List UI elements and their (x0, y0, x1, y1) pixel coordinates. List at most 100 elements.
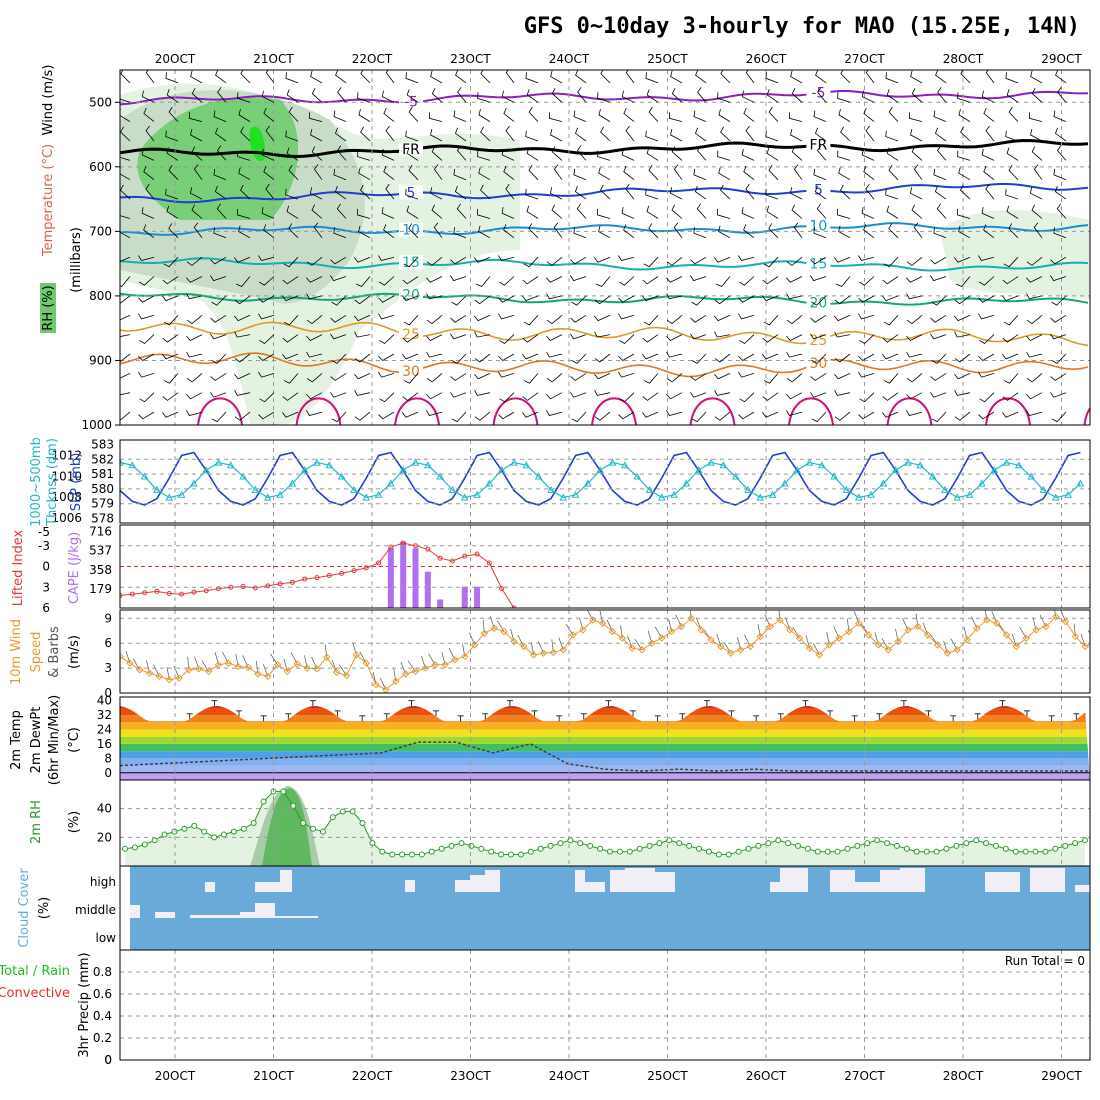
wind-barb (765, 72, 779, 84)
wind-barb (575, 127, 587, 142)
wind-barb (401, 411, 419, 418)
wind-barb (789, 187, 803, 200)
wind-barb (477, 208, 491, 219)
wind-barb (162, 334, 179, 343)
wind-barb (234, 373, 251, 380)
wind-barb (306, 410, 323, 416)
wind-speed-marker (165, 676, 173, 684)
wind-barb (762, 392, 779, 401)
wind-barb (858, 313, 875, 320)
wind-speed-marker (746, 642, 755, 651)
li-marker (216, 586, 221, 592)
li-marker (499, 586, 505, 592)
wind-barb (598, 109, 611, 122)
wind-barb (551, 204, 563, 219)
wind-barb (139, 334, 155, 345)
thickness-marker (374, 490, 383, 498)
wind-barb (741, 90, 755, 103)
wind-barb (139, 392, 155, 403)
wind-barb (526, 205, 539, 219)
wind-barb (885, 72, 899, 84)
wind-barb (379, 334, 395, 345)
rh-marker (191, 822, 198, 829)
wind-barb (282, 392, 299, 401)
cape-bar (387, 548, 394, 608)
y-tick-label: 500 (89, 95, 112, 109)
wind-barb (210, 333, 227, 340)
thickness-marker (337, 472, 346, 480)
rh-marker (300, 820, 307, 826)
thickness-marker (288, 479, 297, 487)
wind-barb (310, 129, 323, 142)
wind-barb (551, 146, 563, 161)
wind-barb (673, 222, 683, 239)
wind-barb (190, 70, 203, 84)
y-axis-label: RH (%) (41, 285, 56, 330)
wind-barb (454, 185, 467, 200)
wind-barb (259, 334, 275, 345)
wind-barb (766, 89, 779, 103)
rh-marker (686, 842, 693, 849)
wind-barb (213, 168, 227, 181)
rh-marker (280, 788, 287, 795)
wind-speed-marker (175, 674, 183, 682)
wind-barb (431, 204, 443, 219)
wind-barb (406, 147, 419, 161)
cloud-gap-high (485, 870, 500, 892)
wind-barb (691, 411, 707, 423)
wind-barb (978, 313, 995, 320)
wind-barb (549, 187, 563, 200)
y-tick-label: 1000 (81, 418, 112, 432)
wind-barb (378, 411, 395, 420)
wind-speed-marker (697, 626, 705, 634)
wind-barb (360, 184, 371, 200)
wind-barb (858, 295, 875, 303)
wind-barb (738, 313, 755, 320)
horizontal-grid (120, 808, 1090, 838)
wind-barb (1026, 314, 1043, 325)
wind-barb (569, 392, 587, 398)
wind-barb (696, 203, 707, 219)
rh-marker (171, 828, 178, 835)
wind-speed-marker (441, 661, 449, 669)
thickness-marker (904, 458, 912, 466)
thickness-marker (251, 485, 260, 493)
li-marker (462, 553, 468, 559)
wind-barb (882, 276, 899, 285)
wind-barb (863, 166, 875, 181)
y-tick-label: 0.2 (93, 1031, 112, 1045)
wind-barb (810, 256, 827, 265)
wind-barb (573, 168, 587, 181)
cloud-gap-high (655, 872, 675, 892)
cloud-gap-high (575, 870, 585, 892)
wind-barb (476, 276, 491, 287)
wind-barb (673, 164, 683, 180)
wind-barb (931, 353, 947, 364)
wind-barb (791, 88, 803, 103)
precip-label-rain: Total / Rain (0, 964, 70, 979)
wind-barb (1008, 106, 1019, 122)
y-tick-label: 0 (104, 766, 112, 780)
wind-barb (168, 164, 179, 180)
wind-barb (525, 72, 539, 84)
wind-barb (237, 208, 251, 219)
wind-barb (474, 331, 491, 338)
wind-barb (379, 392, 395, 403)
wind-barb (739, 392, 755, 403)
wind-barb (646, 205, 659, 219)
wind-barb (141, 90, 155, 103)
rh-marker (765, 840, 772, 847)
wind-barb (426, 334, 443, 341)
wind-barb (141, 148, 155, 161)
wind-barb (931, 411, 947, 423)
wind-barb (1006, 205, 1019, 219)
wind-barb (525, 188, 539, 200)
wind-barb (143, 107, 155, 122)
wind-barb (168, 106, 179, 122)
wind-barb (1053, 110, 1067, 122)
isotherm-label: FR (402, 142, 420, 158)
rh-marker (349, 808, 356, 815)
wind-barb (383, 107, 395, 122)
wind-barb (834, 411, 851, 421)
